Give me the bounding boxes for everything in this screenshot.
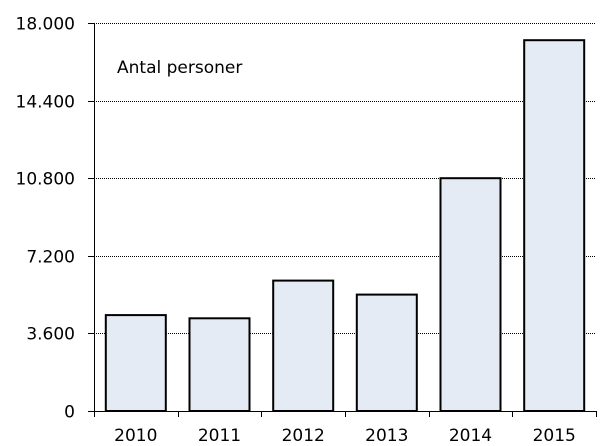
bar-2014	[439, 177, 502, 412]
bar-2012	[272, 279, 335, 412]
gridlines	[94, 23, 596, 334]
bar-2010	[104, 314, 167, 413]
y-tick-label: 18.000	[16, 15, 75, 35]
y-tick-label: 7.200	[26, 248, 75, 268]
y-tick-label: 14.400	[16, 93, 75, 113]
x-tick-label: 2010	[114, 426, 157, 446]
y-tick-label: 0	[64, 403, 75, 423]
x-tick-labels: 2010 2011 2012 2013 2014 2015	[114, 426, 576, 446]
bars	[104, 39, 586, 413]
x-tick-label: 2015	[533, 426, 576, 446]
x-tick-label: 2013	[365, 426, 408, 446]
y-tick-label: 10.800	[16, 170, 75, 190]
x-tick-label: 2014	[449, 426, 492, 446]
bar-2013	[355, 293, 418, 413]
bar-2015	[523, 39, 586, 412]
x-tick-label: 2012	[282, 426, 325, 446]
axes	[88, 23, 597, 417]
x-tick-label: 2011	[198, 426, 241, 446]
bar-2011	[188, 317, 251, 412]
y-tick-labels: 0 3.600 7.200 10.800 14.400 18.000	[16, 15, 75, 423]
chart-annotation: Antal personer	[117, 58, 242, 78]
y-tick-label: 3.600	[26, 325, 75, 345]
